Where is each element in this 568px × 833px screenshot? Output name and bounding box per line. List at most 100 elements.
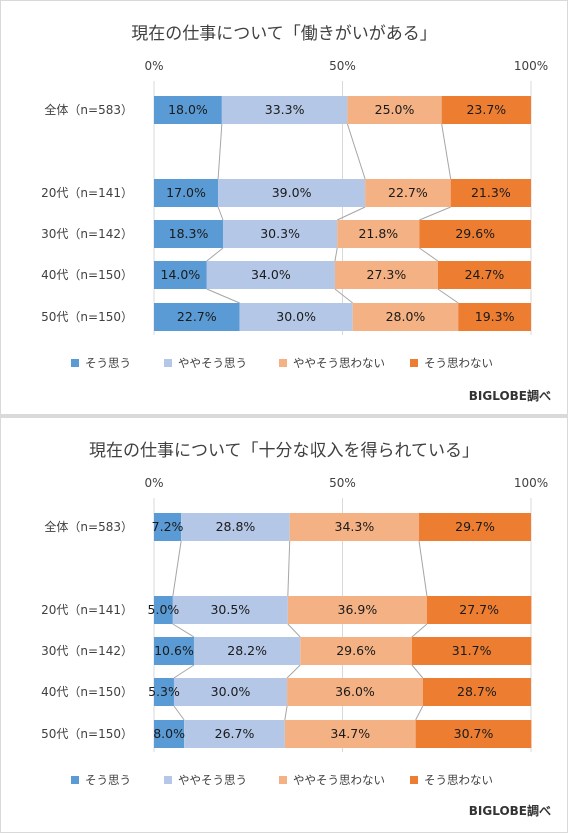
x-tick-label: 50% (329, 59, 356, 73)
legend-swatch (279, 359, 287, 367)
bar-segment (154, 220, 223, 248)
data-label: 14.0% (160, 267, 201, 282)
legend-label: そう思わない (424, 773, 493, 787)
bar-segment (419, 220, 531, 248)
legend-swatch (279, 776, 287, 784)
series-connector-line (206, 288, 240, 304)
data-label: 19.3% (474, 309, 515, 324)
chart-title: 現在の仕事について「十分な収入を得られている」 (89, 441, 479, 461)
legend-swatch (410, 776, 418, 784)
category-label: 20代（n=141） (41, 186, 133, 200)
data-label: 34.3% (334, 519, 375, 534)
bar-segment (239, 303, 353, 331)
legend-swatch (410, 359, 418, 367)
source-label: BIGLOBE調べ (468, 389, 551, 403)
bar-segment (289, 513, 420, 541)
series-connector-line (334, 288, 353, 304)
bar-segment (173, 678, 288, 706)
legend-item: ややそう思う (164, 772, 247, 788)
series-connector-line (411, 623, 428, 638)
bar-segment (284, 720, 416, 748)
data-label: 22.7% (388, 185, 428, 200)
legend-item: そう思う (71, 772, 131, 788)
legend-item: ややそう思わない (279, 355, 385, 371)
data-label: 34.7% (330, 726, 371, 741)
bar-segment (441, 96, 531, 124)
plot-area (153, 81, 532, 335)
bar-segment (287, 596, 427, 624)
series-connector-line (415, 705, 424, 721)
bar-segment (422, 678, 531, 706)
data-label: 10.6% (154, 643, 194, 658)
bar-segment (450, 179, 531, 207)
bar-segment (415, 720, 532, 748)
series-connector-line (334, 247, 338, 262)
legend-label: そう思う (85, 356, 131, 370)
legend-item: そう思わない (410, 772, 493, 788)
legend-label: そう思わない (424, 356, 493, 370)
data-label: 5.3% (148, 684, 180, 699)
bar-segment (154, 96, 222, 124)
series-connector-line (337, 206, 366, 221)
x-tick-label: 50% (329, 476, 356, 490)
legend-label: そう思う (85, 773, 131, 787)
series-connector-line (419, 206, 451, 221)
bar-segment (347, 96, 442, 124)
legend-item: ややそう思わない (279, 772, 385, 788)
series-connector-line (346, 123, 366, 180)
legend-swatch (164, 776, 172, 784)
series-connector-line (284, 705, 288, 721)
bar-segment (221, 96, 348, 124)
bar-segment (154, 720, 185, 748)
data-label: 29.6% (455, 226, 496, 241)
data-label: 21.8% (358, 226, 399, 241)
data-label: 17.0% (166, 185, 206, 200)
bar-segment (352, 303, 459, 331)
data-label: 23.7% (466, 102, 507, 117)
data-label: 30.0% (210, 684, 251, 699)
bar-segment (218, 179, 366, 207)
data-label: 21.3% (470, 185, 511, 200)
series-connector-line (172, 540, 182, 597)
x-tick-label: 100% (513, 476, 549, 490)
category-label: 20代（n=141） (41, 603, 133, 617)
data-label: 7.2% (151, 519, 184, 534)
series-connector-line (287, 623, 301, 638)
legend-swatch (71, 776, 79, 784)
series-connector-line (217, 206, 224, 221)
series-connector-line (173, 664, 195, 679)
category-label: 全体（n=583） (44, 520, 133, 534)
bar-segment (184, 720, 285, 748)
series-connector-line (411, 664, 424, 679)
bar-segment (154, 637, 194, 665)
data-label: 22.7% (176, 309, 217, 324)
bar-segment (458, 303, 531, 331)
data-label: 8.0% (153, 726, 185, 741)
category-label: 40代（n=150） (41, 268, 133, 282)
bar-segment (154, 513, 182, 541)
bar-segment (300, 637, 412, 665)
legend-label: ややそう思う (178, 356, 247, 370)
series-connector-line (441, 123, 452, 180)
data-label: 30.0% (276, 309, 316, 324)
data-label: 29.7% (455, 519, 495, 534)
bar-segment (206, 261, 335, 289)
bar-segment (334, 261, 438, 289)
bar-segment (426, 596, 532, 624)
bar-segment (193, 637, 301, 665)
series-connector-line (173, 705, 185, 721)
series-connector-line (286, 664, 301, 679)
legend-swatch (71, 359, 79, 367)
chart-title: 現在の仕事について「働きがいがある」 (131, 24, 437, 44)
series-connector-line (206, 247, 224, 262)
legend-label: ややそう思う (178, 773, 247, 787)
data-label: 27.3% (366, 267, 407, 282)
chart-panel-worth: 現在の仕事について「働きがいがある」 BIGLOBE調べ 0% 50% 100% 18… (1, 1, 567, 414)
data-label: 18.3% (168, 226, 209, 241)
data-label: 26.7% (214, 726, 255, 741)
bar-segment (287, 678, 423, 706)
bar-segment (172, 596, 288, 624)
chart-panel-income: 現在の仕事について「十分な収入を得られている」 BIGLOBE調べ 0% 50% 1… (1, 418, 567, 832)
data-label: 5.0% (147, 602, 180, 617)
series-connector-line (287, 540, 291, 597)
